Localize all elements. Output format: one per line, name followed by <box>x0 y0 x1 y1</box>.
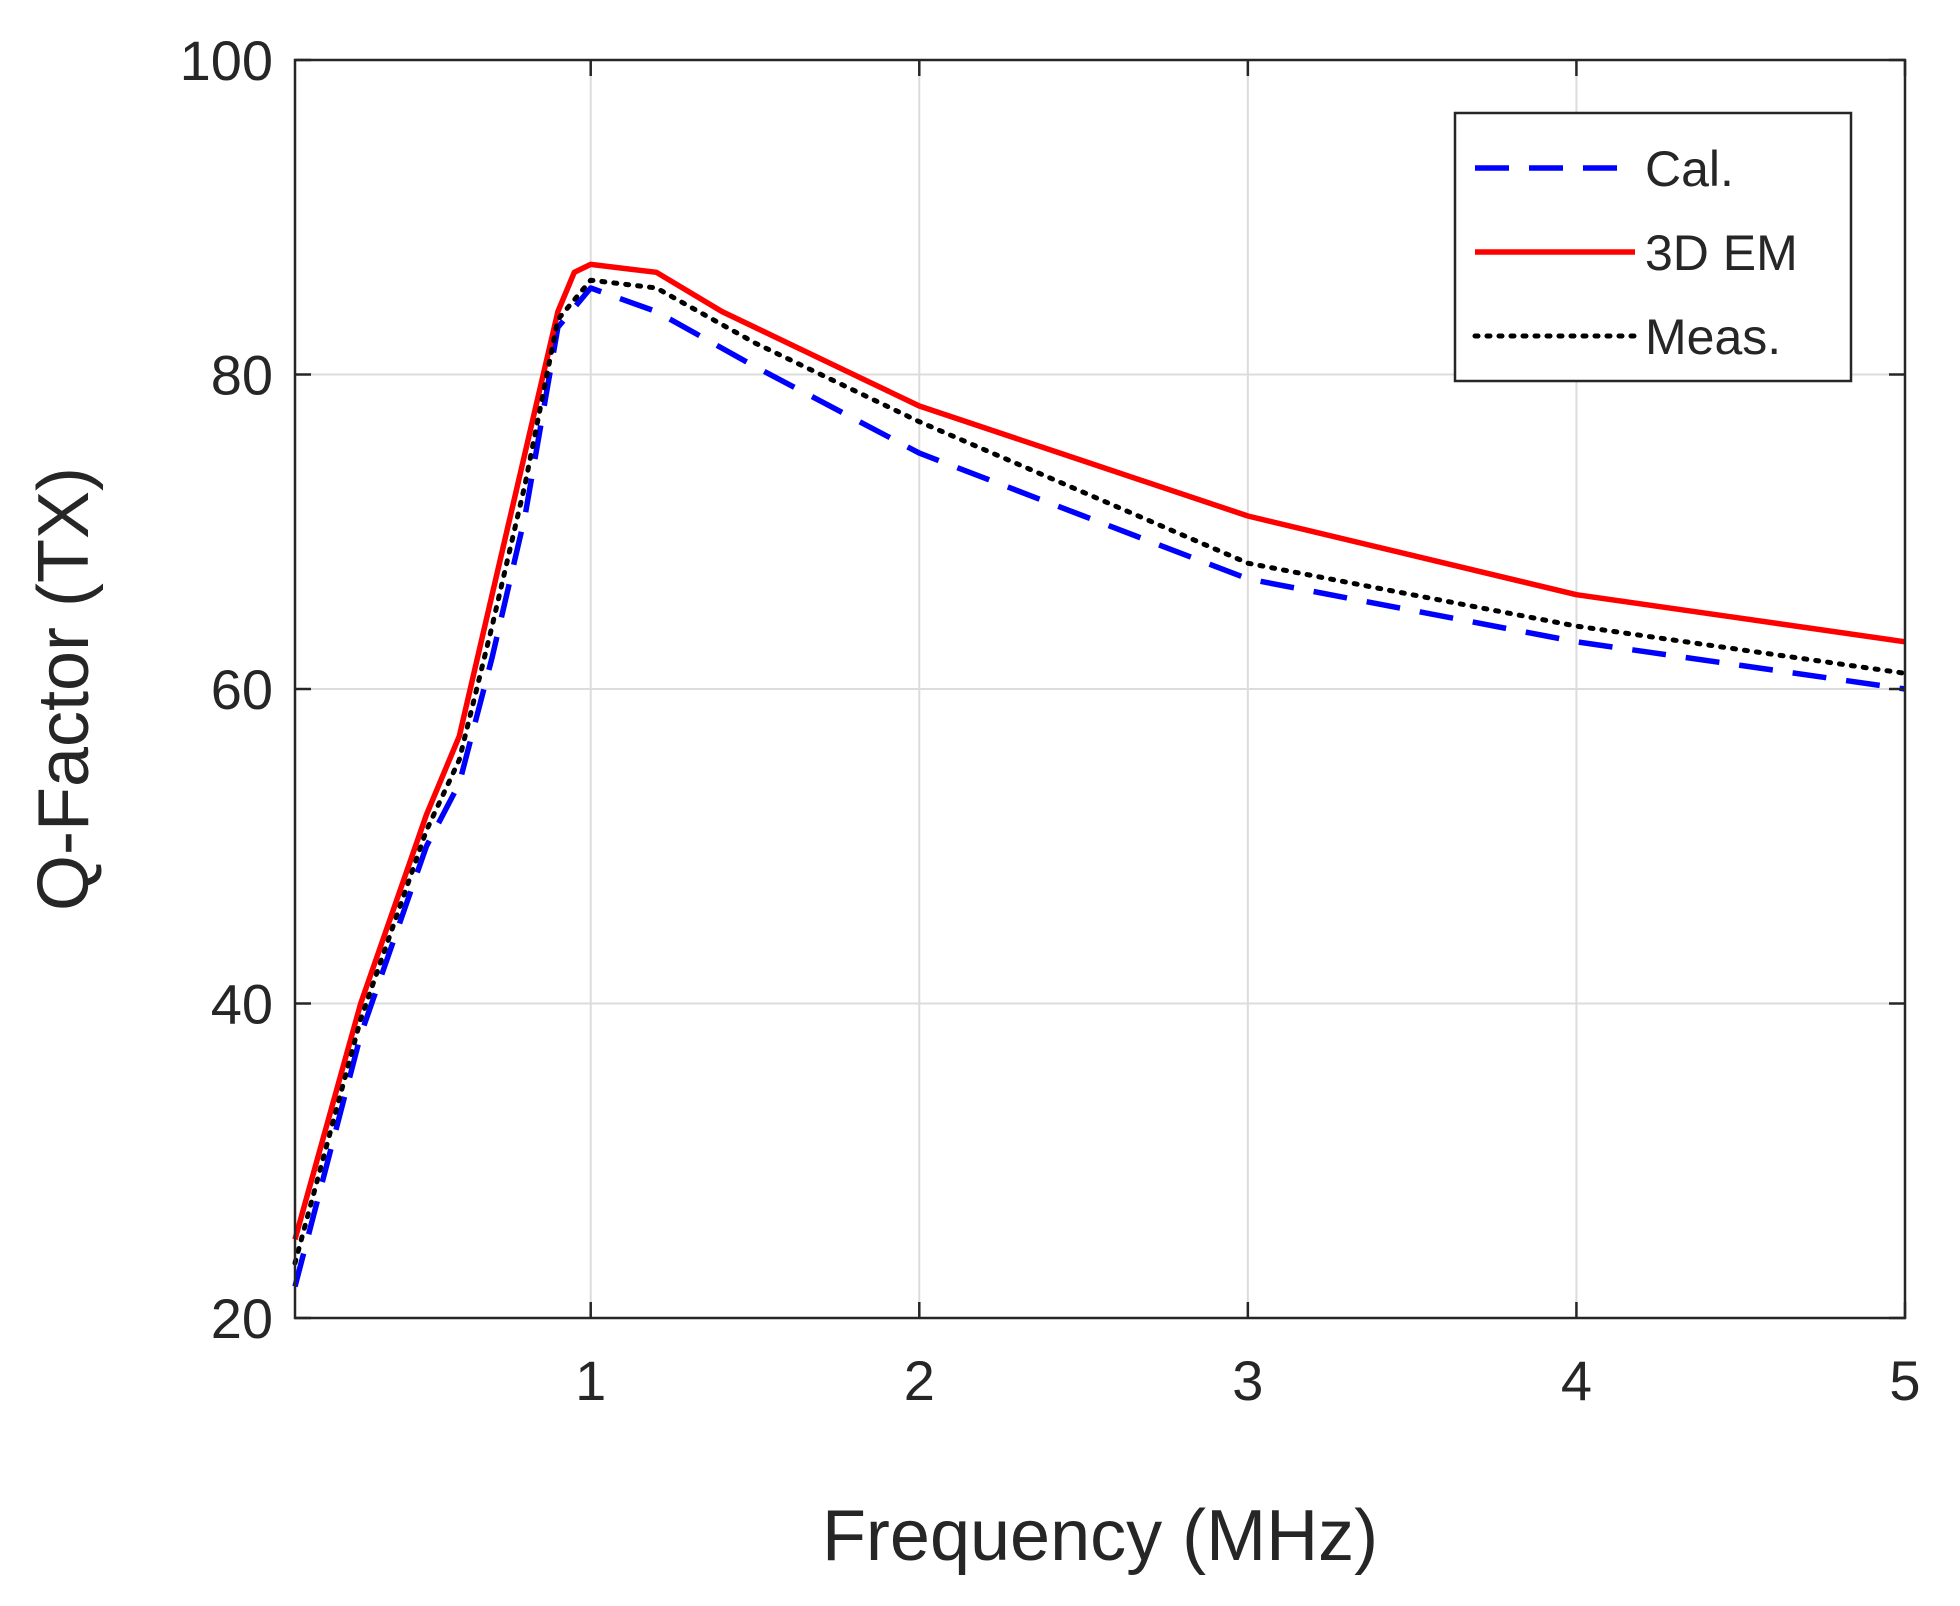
x-tick-label-5: 5 <box>1889 1349 1920 1412</box>
x-tick-label-1: 1 <box>575 1349 606 1412</box>
ticks <box>295 58 1907 1320</box>
y-tick-label-20: 20 <box>211 1287 273 1350</box>
y-axis-title: Q-Factor (TX) <box>24 467 104 911</box>
legend-label-cal: Cal. <box>1645 141 1734 197</box>
series-line-3d-em <box>292 261 1906 1241</box>
y-tick-label-40: 40 <box>211 973 273 1036</box>
series-line-meas <box>292 277 1908 1266</box>
legend-label-meas: Meas. <box>1645 309 1781 365</box>
y-tick-label-100: 100 <box>180 29 273 92</box>
x-tick-label-4: 4 <box>1561 1349 1592 1412</box>
y-tick-label-80: 80 <box>211 344 273 407</box>
x-tick-label-2: 2 <box>904 1349 935 1412</box>
legend: Cal. 3D EM Meas. <box>1453 111 1853 383</box>
series-line-cal <box>292 285 1906 1288</box>
x-axis-title: Frequency (MHz) <box>822 1496 1378 1576</box>
legend-entries: Cal. 3D EM Meas. <box>1472 141 1798 365</box>
series-layer <box>292 261 1908 1288</box>
y-tick-label-60: 60 <box>211 658 273 721</box>
x-tick-label-3: 3 <box>1232 1349 1263 1412</box>
legend-label-3d-em: 3D EM <box>1645 225 1798 281</box>
tick-labels: 1 2 3 4 5 20 40 60 80 100 <box>180 29 1921 1412</box>
